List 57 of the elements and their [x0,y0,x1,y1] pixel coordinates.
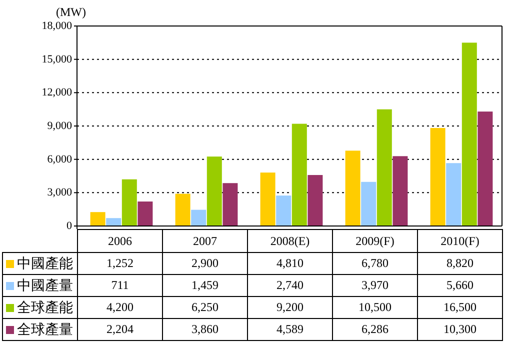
legend-label: 中國產能 [17,256,73,272]
legend-label: 中國產量 [17,278,73,294]
bar [376,109,392,226]
bar [90,212,106,226]
bar [276,196,292,226]
bar [345,150,360,226]
bar [222,183,238,226]
bar [462,42,477,226]
data-label: 5,660 [418,274,502,296]
x-tick-label: 2007 [162,230,248,252]
data-label: 8,820 [418,252,502,274]
bar [260,172,276,226]
y-tick-label: 15,000 [42,53,72,66]
data-label: 4,589 [248,318,332,340]
bar [446,163,462,226]
y-axis-title: (MW) [56,5,86,19]
data-label: 6,286 [332,318,418,340]
data-label: 711 [78,274,162,296]
legend-label: 全球產能 [17,300,73,316]
x-tick-label: 2006 [78,230,162,252]
bar [138,202,153,226]
data-label: 16,500 [418,296,502,318]
bar [430,128,446,226]
bar [478,112,493,226]
data-label: 9,200 [248,296,332,318]
data-label: 2,740 [248,274,332,296]
y-tick-label: 9,000 [47,120,72,132]
bar [206,156,222,226]
data-label: 3,970 [332,274,418,296]
data-label: 6,780 [332,252,418,274]
bar [361,182,376,226]
data-label: 2,900 [162,252,248,274]
x-tick-label: 2009(F) [332,230,418,252]
x-tick-label: 2010(F) [418,230,502,252]
bar [175,194,190,226]
data-label: 2,204 [78,318,162,340]
data-label: 4,200 [78,296,162,318]
data-label: 3,860 [162,318,248,340]
bar [191,210,206,226]
bar [106,218,122,226]
y-tick-label: 0 [66,220,72,232]
y-tick-label: 18,000 [42,20,72,32]
y-tick-label: 12,000 [42,86,72,99]
y-tick-label: 3,000 [47,186,72,199]
y-tick-label: 6,000 [47,153,72,166]
bar [308,175,323,226]
bar [122,179,137,226]
bar [392,156,408,226]
data-label: 10,300 [418,318,502,340]
data-label: 4,810 [248,252,332,274]
data-label: 1,459 [162,274,248,296]
data-label: 1,252 [78,252,162,274]
bar [292,124,307,226]
legend-label: 全球產量 [17,322,73,338]
data-label: 10,500 [332,296,418,318]
x-tick-label: 2008(E) [248,230,332,252]
data-label: 6,250 [162,296,248,318]
